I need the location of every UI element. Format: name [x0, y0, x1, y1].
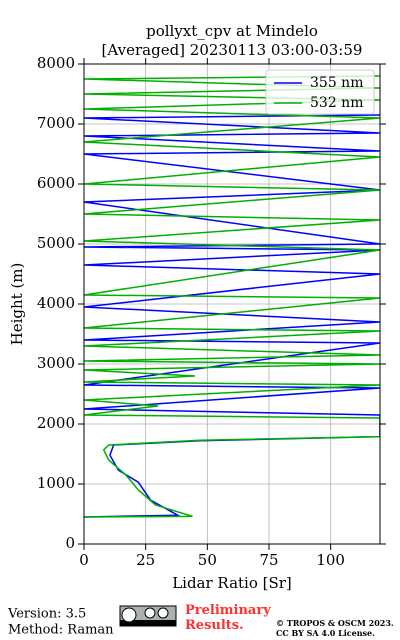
legend-label: 532 nm [310, 95, 363, 111]
y-tick-label: 5000 [37, 234, 75, 252]
profile-line [84, 114, 380, 518]
y-tick-label: 2000 [37, 414, 75, 432]
ticks: 0 25 50 75 100010002000300040005000600070008… [37, 54, 386, 569]
x-tick-label: 25 [136, 551, 155, 569]
chart-subtitle: [Averaged] 20230113 03:00-03:59 [102, 41, 363, 59]
method: Method: Raman [8, 623, 114, 638]
y-tick-label: 7000 [37, 114, 75, 132]
version: Version: 3.5 [7, 607, 86, 622]
y-tick-label: 0 [65, 534, 75, 552]
y-axis-label: Height (m) [8, 263, 26, 346]
status-line: Preliminary Results. [185, 603, 271, 633]
x-tick-label: 50 [198, 551, 217, 569]
y-tick-label: 3000 [37, 354, 75, 372]
x-tick-label: 0 [79, 551, 89, 569]
x-tick-label: 100 [316, 551, 345, 569]
cc-logo [119, 605, 177, 627]
legend-label: 355 nm [310, 75, 363, 91]
legend: 355 nm 532 nm [265, 69, 375, 115]
status: Preliminary [185, 603, 271, 618]
y-tick-label: 6000 [37, 174, 75, 192]
copyright: © TROPOS & OSCM 2023. [276, 618, 394, 628]
status-rest: Results. [185, 618, 244, 633]
x-axis-label: Lidar Ratio [Sr] [172, 574, 292, 592]
x-tick-label: 75 [259, 551, 278, 569]
chart-title: pollyxt_cpv at Mindelo [146, 22, 318, 40]
plot-area [84, 75, 380, 518]
y-tick-label: 8000 [37, 54, 75, 72]
license: CC BY SA 4.0 License. [276, 628, 375, 638]
y-tick-label: 1000 [37, 474, 75, 492]
profile-line [84, 75, 380, 518]
y-tick-label: 4000 [37, 294, 75, 312]
